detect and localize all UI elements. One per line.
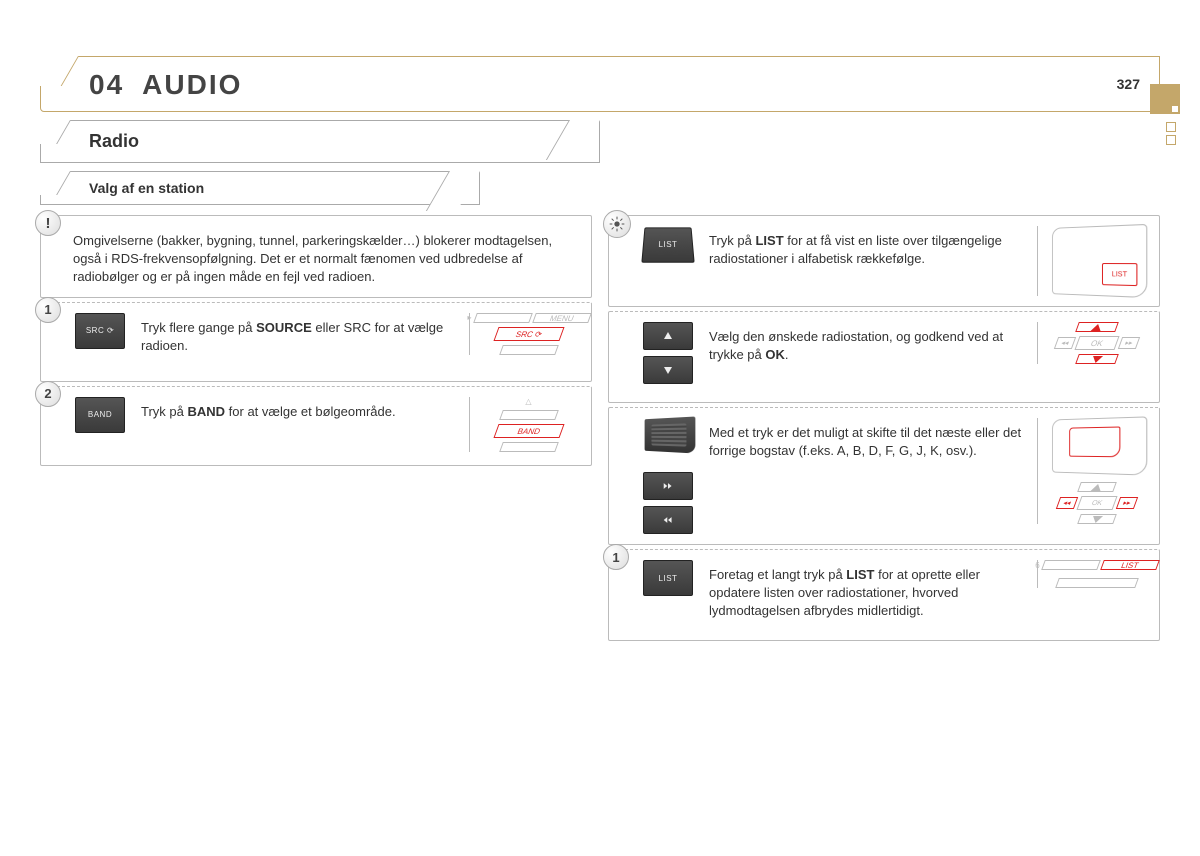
step-cell: 2 BAND Tryk på BAND for at vælge et bølg… bbox=[40, 386, 592, 466]
text-segment: Tryk på bbox=[141, 404, 187, 419]
diagram-highlight: LIST bbox=[1100, 560, 1160, 570]
right-column: LIST Tryk på LIST for at få vist en list… bbox=[608, 215, 1160, 645]
list-button: LIST bbox=[641, 227, 694, 262]
diagram-rewind-icon: ◂◂ bbox=[1055, 497, 1077, 509]
left-column: ! Omgivelserne (bakker, bygning, tunnel,… bbox=[40, 215, 592, 645]
side-diagram: △ BAND bbox=[469, 397, 579, 452]
row-cell: Med et tryk er det muligt at skifte til … bbox=[608, 407, 1160, 545]
diagram-btn bbox=[1077, 514, 1117, 524]
diagram-btn bbox=[1075, 322, 1119, 332]
side-decoration bbox=[1166, 122, 1176, 148]
src-button: SRC ⟳ bbox=[75, 313, 125, 349]
diagram-forward-icon: ▸▸ bbox=[1117, 337, 1139, 349]
diagram-btn bbox=[499, 410, 559, 420]
chapter-title: AUDIO bbox=[142, 69, 242, 100]
button-preview: SRC ⟳ bbox=[73, 313, 127, 349]
diagram-rewind-icon: ◂◂ bbox=[1053, 337, 1075, 349]
button-preview: BAND bbox=[73, 397, 127, 433]
row-text: Vælg den ønskede radiostation, og godken… bbox=[709, 322, 1023, 364]
content-columns: ! Omgivelserne (bakker, bygning, tunnel,… bbox=[40, 215, 1160, 645]
text-segment: Tryk flere gange på bbox=[141, 320, 256, 335]
row-text: Med et tryk er det muligt at skifte til … bbox=[709, 418, 1023, 460]
diagram-btn-menu: MENU bbox=[532, 313, 592, 323]
diagram-btn bbox=[1055, 578, 1139, 588]
text-segment: for at vælge et bølgeområde. bbox=[225, 404, 396, 419]
diagram-btn bbox=[499, 442, 559, 452]
back-button bbox=[643, 506, 693, 534]
subsection-tab: Valg af en station bbox=[40, 171, 480, 205]
down-button bbox=[643, 356, 693, 384]
band-button: BAND bbox=[75, 397, 125, 433]
side-diagram: ◂◂ OK ▸▸ bbox=[1037, 322, 1147, 364]
forward-button bbox=[643, 472, 693, 500]
side-diagram: ◂◂ OK ▸▸ bbox=[1037, 418, 1147, 524]
diagram-btn bbox=[499, 345, 559, 355]
chapter-header: 04 AUDIO bbox=[40, 56, 1160, 112]
diagram-highlight: BAND bbox=[493, 424, 564, 438]
diagram-row: ▸ MENU bbox=[468, 313, 590, 323]
button-preview bbox=[641, 322, 695, 384]
step-text: Tryk flere gange på SOURCE eller SRC for… bbox=[141, 313, 455, 355]
row-text: Tryk på LIST for at få vist en liste ove… bbox=[709, 226, 1023, 268]
side-diagram: 6 LIST bbox=[1037, 560, 1147, 588]
diagram-forward-icon: ▸▸ bbox=[1115, 497, 1137, 509]
speaker-icon bbox=[645, 417, 696, 454]
info-text: Omgivelserne (bakker, bygning, tunnel, p… bbox=[55, 226, 579, 287]
up-button bbox=[643, 322, 693, 350]
diagram-btn bbox=[1077, 482, 1117, 492]
diagram-ok: OK bbox=[1076, 496, 1117, 510]
tip-cell: LIST Tryk på LIST for at få vist en list… bbox=[608, 215, 1160, 307]
ok-stack-diagram: ◂◂ OK ▸▸ bbox=[1058, 482, 1136, 524]
step-number: 2 bbox=[35, 381, 61, 407]
info-icon: ! bbox=[35, 210, 61, 236]
text-bold: BAND bbox=[187, 404, 225, 419]
diagram-btn bbox=[473, 313, 533, 323]
subsection-title: Valg af en station bbox=[89, 180, 431, 196]
ok-stack-diagram: ◂◂ OK ▸▸ bbox=[1056, 322, 1138, 364]
chapter-number: 04 bbox=[89, 69, 124, 100]
button-preview: LIST bbox=[641, 226, 695, 262]
row-cell: Vælg den ønskede radiostation, og godken… bbox=[608, 311, 1160, 403]
section-title: Radio bbox=[89, 131, 551, 152]
diagram-ok: OK bbox=[1074, 336, 1119, 350]
tip-icon bbox=[603, 210, 631, 238]
diagram-highlight: SRC ⟳ bbox=[493, 327, 564, 341]
step-number: 1 bbox=[603, 544, 629, 570]
diagram-btn bbox=[1041, 560, 1101, 570]
console-diagram-icon: LIST bbox=[1051, 224, 1146, 298]
play-icon: ▸ bbox=[468, 313, 472, 322]
info-cell: ! Omgivelserne (bakker, bygning, tunnel,… bbox=[40, 215, 592, 298]
side-diagram: ▸ MENU SRC ⟳ bbox=[469, 313, 579, 355]
row-text: Foretag et langt tryk på LIST for at opr… bbox=[709, 560, 1023, 621]
diagram-btn bbox=[1075, 354, 1119, 364]
button-preview: LIST bbox=[641, 560, 695, 596]
step-number: 1 bbox=[35, 297, 61, 323]
step-text: Tryk på BAND for at vælge et bølgeområde… bbox=[141, 397, 455, 421]
step-cell: 1 SRC ⟳ Tryk flere gange på SOURCE eller… bbox=[40, 302, 592, 382]
section-tab: Radio bbox=[40, 120, 600, 163]
button-preview bbox=[641, 418, 695, 534]
diagram-row: 6 LIST bbox=[1035, 560, 1157, 570]
eject-icon: △ bbox=[525, 397, 531, 406]
step-cell: 1 LIST Foretag et langt tryk på LIST for… bbox=[608, 549, 1160, 641]
list-button: LIST bbox=[643, 560, 693, 596]
side-diagram: LIST bbox=[1037, 226, 1147, 296]
console-diagram-icon bbox=[1051, 416, 1146, 475]
text-bold: SOURCE bbox=[256, 320, 312, 335]
